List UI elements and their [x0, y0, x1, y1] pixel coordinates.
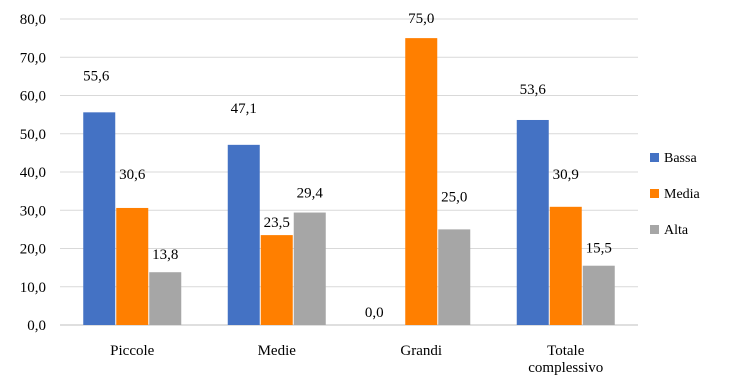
bar-media — [260, 235, 293, 325]
data-label: 23,5 — [264, 215, 290, 231]
data-label: 55,6 — [83, 68, 110, 84]
bar-media — [405, 38, 438, 325]
legend: Bassa Media Alta — [650, 151, 701, 238]
bar-bassa — [83, 112, 116, 325]
legend-label: Media — [664, 187, 701, 202]
bar-bassa — [227, 144, 260, 325]
bar-alta — [582, 265, 615, 325]
y-tick-label: 50,0 — [20, 127, 46, 143]
bar-alta — [149, 272, 182, 325]
data-label: 15,5 — [586, 241, 612, 257]
y-tick-label: 80,0 — [20, 12, 46, 28]
y-tick-label: 40,0 — [20, 165, 46, 181]
legend-swatch — [650, 225, 659, 234]
data-label: 30,6 — [119, 167, 146, 183]
bar-media — [116, 207, 149, 325]
x-category-label: Grandi — [400, 343, 442, 359]
data-label: 25,0 — [441, 189, 467, 205]
bar-media — [549, 206, 582, 325]
data-label: 47,1 — [231, 101, 257, 117]
bar-alta — [293, 212, 326, 325]
y-axis-ticks: 0,0 10,0 20,0 30,0 40,0 50,0 60,0 70,0 80,0 — [20, 12, 46, 334]
x-category-label: Totale — [547, 343, 585, 359]
x-category-label: complessivo — [528, 360, 603, 376]
x-category-label: Piccole — [110, 343, 154, 359]
data-label: 30,9 — [553, 167, 579, 183]
data-label: 75,0 — [408, 11, 434, 27]
data-label: 29,4 — [297, 186, 324, 202]
y-tick-label: 0,0 — [27, 318, 46, 334]
legend-swatch — [650, 153, 659, 162]
legend-label: Alta — [664, 223, 689, 238]
legend-swatch — [650, 189, 659, 198]
legend-label: Bassa — [664, 151, 697, 166]
y-tick-label: 60,0 — [20, 89, 46, 105]
y-tick-label: 20,0 — [20, 242, 46, 258]
y-tick-label: 30,0 — [20, 203, 46, 219]
data-labels: 55,6 30,6 13,8 47,1 23,5 29,4 0,0 75,0 25,0 53,6 3… — [83, 11, 612, 321]
data-label: 0,0 — [365, 305, 384, 321]
x-category-label: Medie — [258, 343, 297, 359]
y-tick-label: 70,0 — [20, 50, 46, 66]
data-label: 13,8 — [152, 247, 178, 263]
data-label: 53,6 — [520, 82, 547, 98]
bar-alta — [438, 229, 471, 325]
bars — [83, 38, 615, 325]
bar-bassa — [516, 119, 549, 325]
y-tick-label: 10,0 — [20, 280, 46, 296]
